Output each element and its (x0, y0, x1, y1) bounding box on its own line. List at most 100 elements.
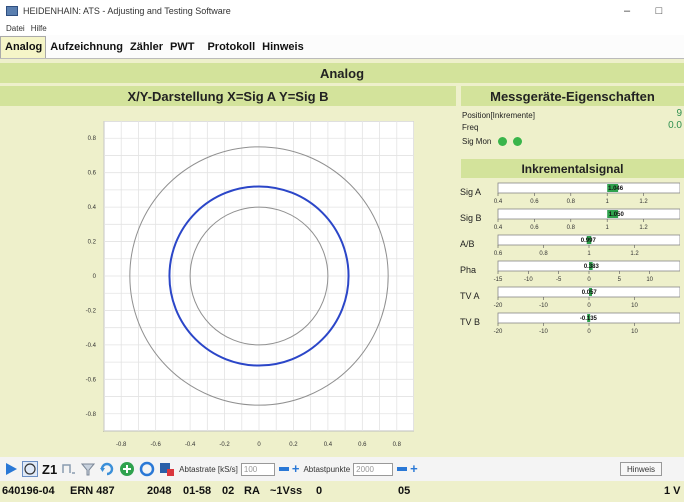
xy-plot: -0.8 -0.6 -0.4 -0.2 0 0.2 0.4 0.6 0.8 0.8 0.6 0.4 0.… (74, 121, 414, 461)
y-tick-label: -0.2 (86, 308, 97, 314)
meter-fill (589, 262, 593, 270)
refresh-icon[interactable] (99, 461, 115, 477)
status-model: ERN 487 (70, 485, 115, 497)
record-icon[interactable] (159, 461, 175, 477)
position-value: 9 (676, 108, 682, 119)
meter-ab: 0.997 0.6 0.8 1 1.2 (494, 234, 680, 257)
y-tick-label: 0.8 (88, 136, 97, 142)
x-tick-label: -0.6 (150, 442, 161, 448)
tab-bar: Analog Aufzeichnung Zähler PWT Protokoll… (0, 35, 684, 59)
meter-tick-label: -10 (524, 277, 533, 283)
status-led-2 (512, 137, 522, 147)
x-tick-label: -0.2 (219, 442, 230, 448)
status-led-1 (497, 137, 507, 147)
bottom-toolbar: Z1 Abtastrate [kS/s] + Abtastpunkte + Hi… (0, 457, 684, 481)
meter-label-ab: A/B (460, 239, 475, 249)
tab-analog[interactable]: Analog (0, 36, 47, 58)
meter-sig-a: 1.046 0.4 0.6 0.8 1 1.2 (494, 182, 680, 205)
meter-tick-label: 0 (587, 277, 591, 283)
meter-track (497, 182, 680, 194)
x-tick-label: -0.8 (116, 442, 127, 448)
meter-tick-label: 0.6 (494, 251, 503, 257)
meter-label-pha: Pha (460, 265, 477, 275)
play-icon[interactable] (4, 462, 18, 476)
circle-mode-icon[interactable] (22, 461, 38, 477)
sample-points-decrease-button[interactable] (397, 467, 408, 471)
sample-rate-decrease-button[interactable] (278, 467, 289, 471)
meter-tick-label: -5 (556, 277, 562, 283)
meter-value-label: 1.046 (608, 186, 624, 192)
sample-points-label: Abtastpunkte (303, 464, 351, 474)
sample-rate-increase-button[interactable]: + (291, 461, 300, 476)
incremental-title: Inkrementalsignal (461, 159, 684, 178)
meter-fill (607, 184, 619, 192)
tab-aufzeichnung[interactable]: Aufzeichnung (50, 41, 123, 53)
panel-banner: Analog (0, 63, 684, 83)
menu-bar: Datei Hilfe (0, 22, 684, 35)
tab-protokoll[interactable]: Protokoll (207, 41, 256, 53)
y-tick-label: 0.6 (88, 171, 97, 177)
minimize-button[interactable]: – (623, 5, 631, 17)
menu-datei[interactable]: Datei (6, 24, 25, 33)
menu-hilfe[interactable]: Hilfe (30, 24, 47, 33)
tab-pwt[interactable]: PWT (170, 41, 195, 53)
status-num: 05 (398, 485, 411, 497)
meter-tick-label: 5 (618, 277, 622, 283)
signal-trace (168, 185, 350, 367)
sample-points-input[interactable] (353, 462, 394, 476)
add-icon[interactable] (119, 461, 135, 477)
tab-zaehler[interactable]: Zähler (130, 41, 164, 53)
meter-tick-label: 10 (631, 329, 638, 335)
ring-icon[interactable] (139, 461, 155, 477)
sample-rate-input[interactable] (240, 462, 275, 476)
meter-tick-label: 10 (631, 303, 638, 309)
meter-tick-label: 0 (587, 303, 591, 309)
properties-title: Messgeräte-Eigenschaften (461, 86, 684, 106)
freq-label: Freq (462, 123, 479, 132)
meter-fill (589, 288, 592, 296)
x-tick-label: 0.8 (393, 442, 402, 448)
z1-button[interactable]: Z1 (42, 461, 58, 477)
meter-tick-label: 10 (646, 277, 653, 283)
y-tick-label: -0.8 (86, 412, 97, 418)
meter-tick-label: 1 (606, 225, 610, 231)
meter-fill (587, 314, 591, 322)
meter-tick-label: 0 (587, 329, 591, 335)
status-id: 640196-04 (2, 485, 55, 497)
xy-title: X/Y-Darstellung X=Sig A Y=Sig B (0, 86, 456, 106)
meter-label-tvb: TV B (460, 317, 481, 327)
y-tick-label: 0.4 (88, 205, 97, 211)
meter-value-label: -0.135 (580, 316, 598, 322)
status-code1: 01-58 (183, 485, 212, 497)
sample-points-increase-button[interactable]: + (410, 461, 418, 476)
status-zero: 0 (316, 485, 323, 497)
meter-fill (586, 236, 592, 244)
reference-circle-2 (129, 146, 389, 406)
status-lines: 2048 (147, 485, 172, 497)
x-tick-label: 0.4 (324, 442, 333, 448)
x-tick-label: 0 (257, 442, 261, 448)
status-right: 1 V (664, 485, 681, 497)
y-tick-label: -0.4 (86, 343, 97, 349)
x-tick-label: -0.4 (185, 442, 196, 448)
meter-tick-label: 0.6 (530, 225, 539, 231)
meter-tick-label: -10 (539, 329, 548, 335)
meter-value-label: 0.383 (584, 264, 600, 270)
y-tick-label: -0.6 (86, 377, 97, 383)
tab-hinweis[interactable]: Hinweis (262, 41, 304, 53)
status-ra: RA (244, 485, 260, 497)
position-label: Position[Inkremente] (462, 111, 535, 120)
sigmon-row: Sig Mon (462, 137, 522, 147)
meter-tick-label: 0.8 (539, 251, 548, 257)
meter-tick-label: 1 (587, 251, 591, 257)
signal-icon[interactable] (61, 461, 77, 477)
maximize-button[interactable]: □ (655, 5, 663, 17)
hinweis-button[interactable]: Hinweis (620, 462, 662, 476)
filter-icon[interactable] (81, 462, 96, 476)
meter-tick-label: -15 (494, 277, 503, 283)
meter-label-sig-b: Sig B (460, 213, 482, 223)
meter-tick-label: 0.8 (567, 199, 576, 205)
y-tick-label: 0.2 (88, 240, 97, 246)
meter-sig-b: 1.050 0.4 0.6 0.8 1 1.2 (494, 208, 680, 231)
meter-track (497, 208, 680, 220)
